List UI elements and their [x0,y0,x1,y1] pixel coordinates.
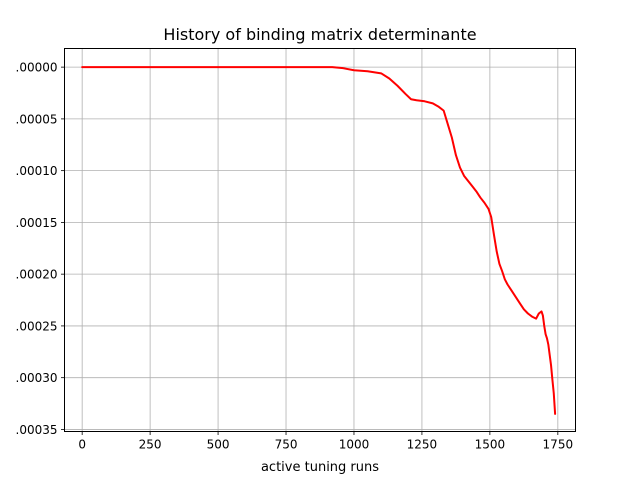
y-axis-ticks: .00000 .00005 .00010 .00015 .00020 .00025 .000… [16,61,65,437]
x-axis-ticks: 0 250 500 750 1000 1250 1500 1750 [78,431,574,452]
y-tick-label: .00025 [16,319,58,333]
y-tick-label: .00015 [16,216,58,230]
x-axis-label: active tuning runs [261,460,379,475]
x-tick-label: 1500 [475,438,506,452]
x-tick-label: 1000 [339,438,370,452]
y-tick-label: .00035 [16,423,58,437]
x-tick-label: 750 [275,438,298,452]
x-tick-label: 1250 [407,438,438,452]
x-tick-label: 1750 [543,438,574,452]
x-tick-label: 0 [78,438,86,452]
data-layer [81,66,557,415]
x-tick-label: 500 [207,438,230,452]
x-tick-label: 250 [139,438,162,452]
y-tick-label: .00010 [16,164,58,178]
determinant-series-line [81,66,557,415]
y-tick-label: .00005 [16,112,58,126]
y-tick-label: .00030 [16,371,58,385]
chart-title: History of binding matrix determinante [163,25,476,44]
grid [64,48,576,432]
plot-area-frame [64,48,576,432]
y-tick-label: .00000 [16,61,58,75]
y-tick-label: .00020 [16,268,58,282]
